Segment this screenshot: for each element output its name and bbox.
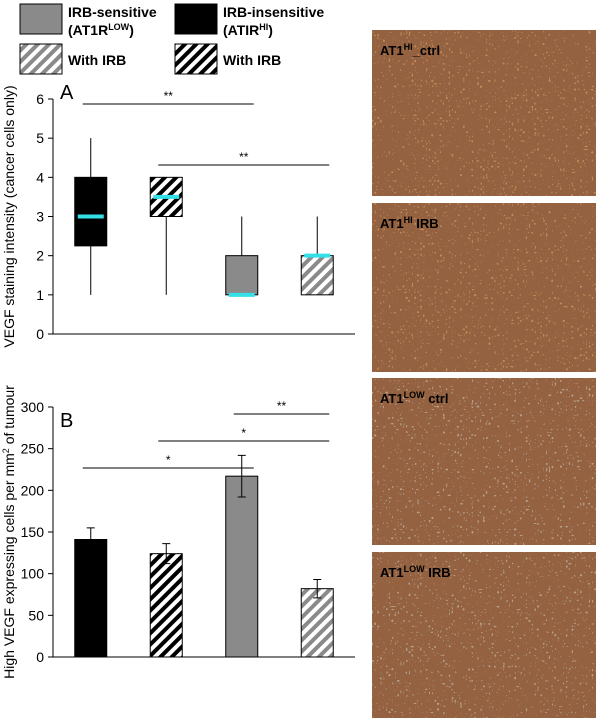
y-tick-label: 150 xyxy=(21,524,45,540)
y-tick-label: 0 xyxy=(36,649,44,665)
y-tick-label: 2 xyxy=(36,248,44,264)
text-part: ) xyxy=(268,22,273,38)
bar xyxy=(225,475,259,658)
significance-label: ** xyxy=(164,89,174,103)
bar xyxy=(149,553,183,658)
panel-label: AT1HI IRB xyxy=(380,215,439,231)
superscript: LOW xyxy=(108,22,129,32)
panel-label: AT1HI_ctrl xyxy=(380,42,440,58)
micrograph-texture xyxy=(372,30,596,196)
y-tick-label: 100 xyxy=(21,566,45,582)
text-part: IRB xyxy=(413,216,439,231)
y-tick-label: 200 xyxy=(21,482,45,498)
text-part: AT1 xyxy=(380,216,404,231)
text-part: ) xyxy=(129,22,134,38)
legend-label: With IRB xyxy=(68,52,126,68)
error-bar xyxy=(237,454,246,498)
y-tick-label: 6 xyxy=(36,91,44,107)
legend-label: (ATIRHI) xyxy=(223,22,273,38)
y-tick-label: 4 xyxy=(36,169,44,185)
panel-label: AT1LOW IRB xyxy=(380,564,451,580)
y-tick-label: 5 xyxy=(36,130,44,146)
bar xyxy=(300,588,334,658)
y-tick-label: 1 xyxy=(36,287,44,303)
text-part: (ATIR xyxy=(223,22,259,38)
micrograph-texture xyxy=(372,552,596,718)
y-tick-label: 250 xyxy=(21,441,45,457)
y-tick-label: 3 xyxy=(36,209,44,225)
text-part: _ctrl xyxy=(412,43,440,58)
superscript: HI xyxy=(404,42,413,52)
legend-label: IRB-sensitive xyxy=(68,4,157,20)
text-part: VEGF staining intensity (cancer cells on… xyxy=(1,85,17,347)
superscript: LOW xyxy=(404,564,425,574)
error-bar xyxy=(162,543,171,565)
text-part: With IRB xyxy=(68,52,126,68)
text-part: With IRB xyxy=(223,52,281,68)
text-part: AT1 xyxy=(380,565,404,580)
superscript: HI xyxy=(404,215,413,225)
legend-label: (AT1RLOW) xyxy=(68,22,134,38)
panel-letter: A xyxy=(60,82,74,104)
y-axis-label: VEGF staining intensity (cancer cells on… xyxy=(1,85,17,347)
text-part: AT1 xyxy=(380,43,404,58)
box xyxy=(74,176,108,247)
y-axis-label: High VEGF expressing cells per mm2 of tu… xyxy=(1,385,17,679)
significance-label: * xyxy=(166,453,171,467)
y-tick-label: 50 xyxy=(28,607,44,623)
legend-swatch xyxy=(19,43,63,75)
text-part: (AT1R xyxy=(68,22,108,38)
text-part: ctrl xyxy=(425,391,449,406)
legend-swatch xyxy=(174,43,218,75)
legend-label: IRB-insensitive xyxy=(223,4,324,20)
box xyxy=(225,255,259,296)
legend-swatch xyxy=(174,3,218,35)
panel-label: AT1LOW ctrl xyxy=(380,390,448,406)
micrograph-texture xyxy=(372,203,596,372)
error-bar xyxy=(313,579,322,599)
significance-label: ** xyxy=(239,150,249,164)
superscript: HI xyxy=(259,22,268,32)
superscript: LOW xyxy=(404,390,425,400)
micrograph-texture xyxy=(372,378,596,545)
y-tick-label: 300 xyxy=(21,399,45,415)
text-part: High VEGF expressing cells per mm xyxy=(1,453,17,679)
bar xyxy=(74,539,108,658)
micrographs xyxy=(372,30,596,718)
box xyxy=(300,255,334,296)
text-part: of tumour xyxy=(1,385,17,448)
significance-label: ** xyxy=(277,399,287,413)
text-part: AT1 xyxy=(380,391,404,406)
y-tick-label: 0 xyxy=(36,326,44,342)
legend-label: With IRB xyxy=(223,52,281,68)
panel-letter: B xyxy=(60,410,73,432)
legend-swatch xyxy=(19,3,63,35)
text-part: IRB-sensitive xyxy=(68,4,157,20)
text-part: IRB xyxy=(425,565,451,580)
superscript: 2 xyxy=(1,448,11,453)
significance-label: * xyxy=(241,426,246,440)
error-bar xyxy=(86,527,95,552)
text-part: IRB-insensitive xyxy=(223,4,324,20)
